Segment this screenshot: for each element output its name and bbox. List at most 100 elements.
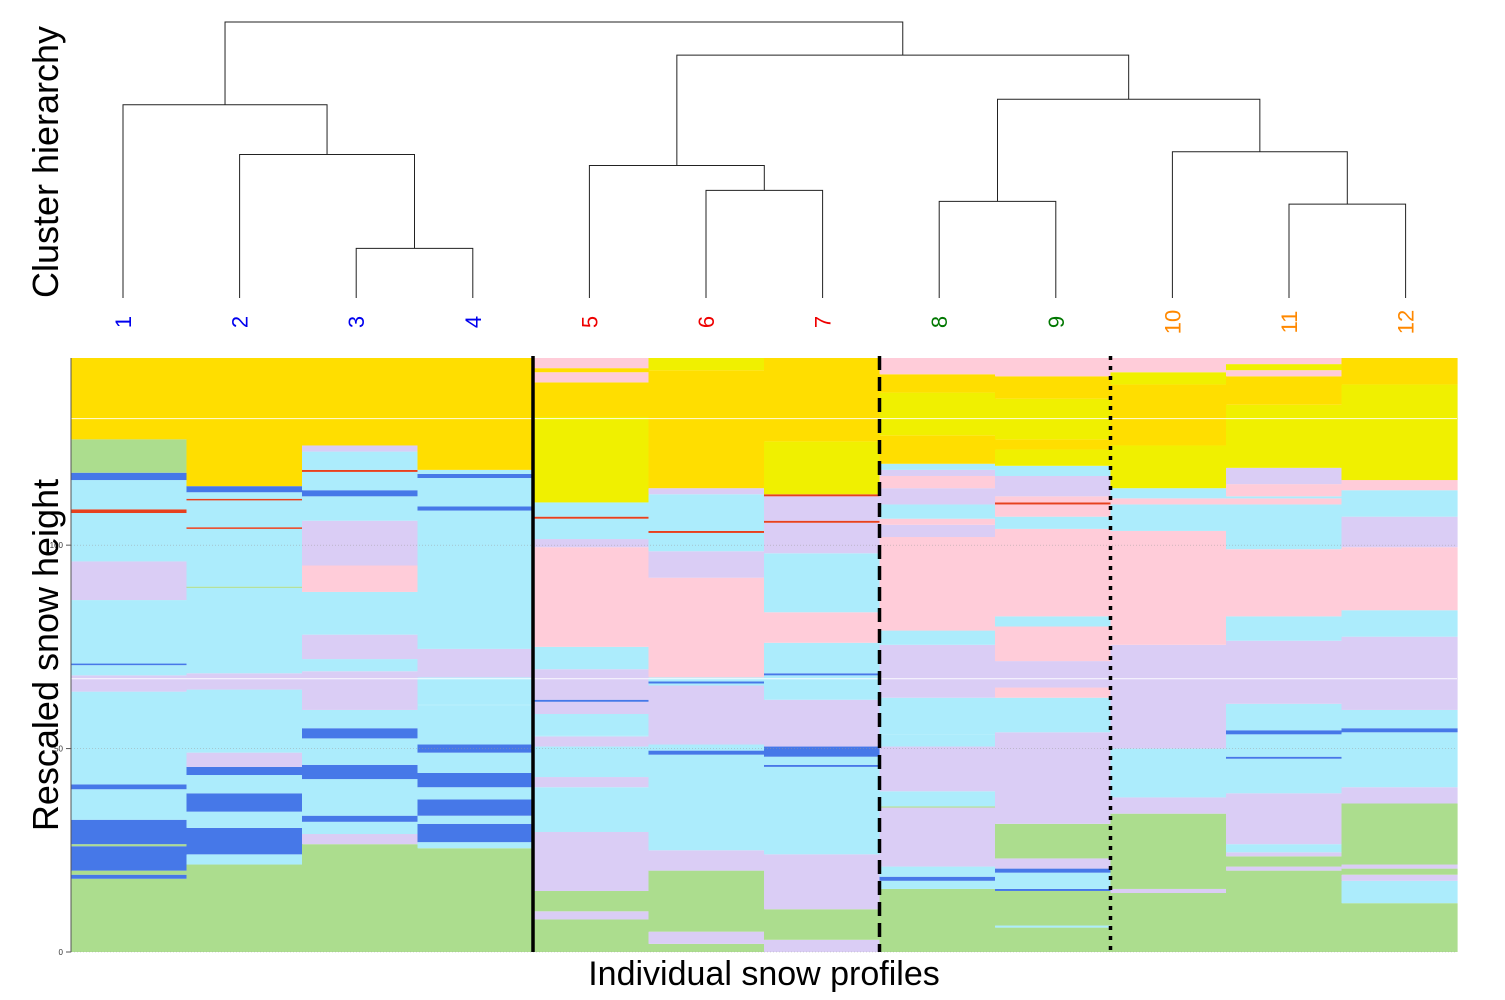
snow-layer (417, 648, 534, 678)
snow-layer (1341, 803, 1458, 865)
snow-layer (1110, 644, 1227, 749)
snow-layer (1341, 903, 1458, 952)
snow-layer (186, 492, 303, 499)
snow-layer (71, 665, 188, 676)
snow-layer (1341, 636, 1458, 710)
snow-layer (1341, 732, 1458, 788)
snow-layer (302, 709, 419, 729)
snow-layer (533, 368, 650, 373)
snow-layer (533, 919, 650, 952)
snow-layer (1341, 610, 1458, 637)
snow-layer (533, 699, 650, 702)
snow-layer (1110, 888, 1227, 894)
snow-layer (186, 586, 303, 588)
snow-layer (186, 587, 303, 674)
snow-layer (879, 469, 996, 476)
snow-layer (995, 496, 1112, 503)
snow-layer (879, 791, 996, 807)
snow-layer (995, 616, 1112, 627)
snow-layer (648, 370, 765, 489)
snow-layer (302, 520, 419, 566)
snow-layer (1341, 358, 1458, 385)
snow-layer (533, 382, 650, 417)
snow-layer (417, 823, 534, 843)
snow-layer (764, 939, 881, 952)
leaf-label: 11 (1277, 311, 1302, 334)
snow-layer (648, 685, 765, 745)
snow-layer (302, 496, 419, 521)
snow-layer (995, 626, 1112, 662)
snow-layer (302, 358, 419, 446)
snow-layer (995, 888, 1112, 891)
snow-layer (995, 927, 1112, 952)
snow-layer (533, 372, 650, 383)
snow-layer (1226, 376, 1343, 405)
snow-layer (71, 600, 188, 664)
snow-layer (1110, 498, 1227, 505)
snow-layer (186, 811, 303, 828)
snow-layer (1226, 549, 1343, 617)
snow-layer (1341, 864, 1458, 869)
snow-layer (995, 687, 1112, 698)
snow-layer (879, 866, 996, 877)
snow-layer (879, 697, 996, 735)
snow-layer (764, 358, 881, 442)
leaf-label: 8 (927, 316, 952, 328)
snow-layer (1110, 488, 1227, 499)
snow-layer (71, 439, 188, 473)
snow-layer (533, 713, 650, 736)
snow-layer (71, 480, 188, 510)
snow-layer (71, 874, 188, 879)
snow-layer (1110, 445, 1227, 489)
snow-layer (764, 494, 881, 497)
snow-layer (533, 669, 650, 700)
dendrogram-link (224, 21, 904, 105)
snow-layer (71, 789, 188, 820)
snow-layer (417, 677, 534, 705)
snow-layer (879, 876, 996, 881)
snow-layer (71, 509, 188, 514)
leaf-label: 4 (461, 316, 486, 328)
snow-layer (302, 591, 419, 635)
snow-layer (1226, 484, 1343, 497)
snow-layer (533, 518, 650, 540)
snow-layer (186, 486, 303, 493)
snow-layer (879, 358, 996, 375)
snow-layer (302, 634, 419, 660)
snow-layer (417, 473, 534, 479)
leaf-label: 3 (344, 316, 369, 328)
snow-layer (533, 890, 650, 912)
snow-layer (533, 746, 650, 778)
snow-layer (186, 500, 303, 528)
snow-layer (995, 890, 1112, 926)
snow-layer (1226, 734, 1343, 757)
snow-layer (417, 510, 534, 649)
dendrogram-link (122, 104, 328, 298)
snow-layer (648, 870, 765, 932)
snow-layer (417, 705, 534, 745)
snow-layer (1341, 728, 1458, 733)
snow-layer (417, 752, 534, 773)
leaf-label: 6 (694, 316, 719, 328)
snow-layer (995, 502, 1112, 505)
snow-layer (995, 358, 1112, 377)
snow-layer (764, 746, 881, 757)
dendrogram-link (355, 247, 474, 298)
snow-layer (186, 689, 303, 753)
snow-layer (1226, 756, 1343, 759)
snow-layer (879, 746, 996, 792)
dendrogram-link (938, 200, 1057, 298)
snow-layer (1226, 793, 1343, 845)
snow-layer (879, 537, 996, 631)
snow-layer (71, 878, 188, 952)
snow-layer (533, 416, 650, 503)
snow-layer (764, 756, 881, 765)
snow-layer (71, 561, 188, 601)
snow-layer (995, 697, 1112, 733)
dendrogram-leaf-labels: 1 2 3 4 5 6 7 8 9 10 11 12 (111, 310, 1419, 334)
snow-layer (879, 374, 996, 393)
snow-profiles (71, 358, 1458, 952)
snow-layer (417, 799, 534, 816)
snow-layer (1110, 504, 1227, 531)
snow-layer (1110, 797, 1227, 814)
